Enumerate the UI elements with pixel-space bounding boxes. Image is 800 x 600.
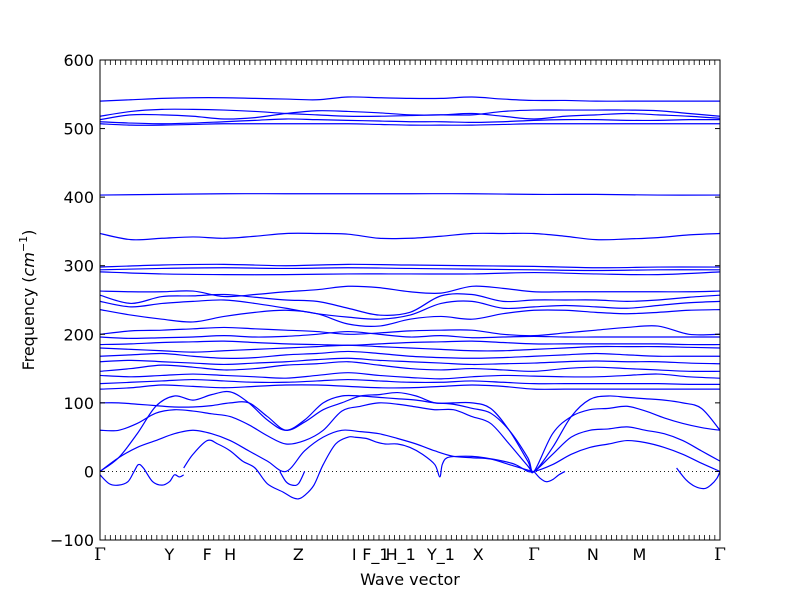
band-line-9 bbox=[99, 271, 721, 276]
band-line-4 bbox=[99, 123, 720, 126]
x-tick-label: F_1 bbox=[362, 545, 389, 565]
y-axis-title-text: Frequency bbox=[19, 288, 38, 371]
y-tick-label: 200 bbox=[63, 325, 94, 344]
band-line-32 bbox=[676, 467, 721, 490]
band-line-24 bbox=[99, 390, 721, 473]
band-line-0 bbox=[99, 96, 720, 102]
band-line-6 bbox=[99, 232, 721, 241]
band-line-18 bbox=[99, 350, 720, 359]
y-axis-title: Frequency (cm−1) bbox=[17, 230, 38, 371]
x-tick-label: X bbox=[473, 545, 484, 564]
band-line-10 bbox=[99, 285, 721, 298]
band-line-5 bbox=[99, 193, 721, 196]
band-line-12 bbox=[99, 299, 721, 320]
band-line-11 bbox=[99, 293, 721, 316]
band-line-1 bbox=[99, 108, 721, 117]
band-line-13 bbox=[99, 309, 721, 327]
band-line-26 bbox=[99, 402, 721, 473]
x-tick-label: Y bbox=[164, 545, 175, 564]
band-line-2 bbox=[99, 110, 721, 121]
x-tick-label: Z bbox=[293, 545, 304, 564]
plot-frame bbox=[99, 59, 721, 541]
y-tick-label: 100 bbox=[63, 394, 94, 413]
band-line-22 bbox=[99, 378, 721, 385]
band-line-7 bbox=[99, 263, 721, 269]
y-tick-label: −100 bbox=[50, 531, 94, 550]
band-line-23 bbox=[99, 384, 720, 390]
band-line-30 bbox=[354, 436, 535, 478]
plot-area bbox=[99, 96, 721, 500]
x-tick-label: Γ bbox=[94, 545, 106, 565]
x-axis-title: Wave vector bbox=[360, 570, 460, 589]
x-tick-label: Γ bbox=[714, 545, 726, 565]
band-line-31 bbox=[533, 470, 566, 483]
band-line-33 bbox=[279, 471, 306, 487]
y-tick-label: 600 bbox=[63, 51, 94, 70]
y-tick-label: 500 bbox=[63, 120, 94, 139]
x-tick-label: F bbox=[203, 545, 212, 564]
x-tick-label: Y_1 bbox=[426, 545, 455, 565]
band-line-27 bbox=[99, 429, 721, 473]
band-line-8 bbox=[99, 267, 721, 272]
x-tick-label: H bbox=[224, 545, 236, 564]
band-line-29 bbox=[183, 436, 355, 500]
y-axis-unit-exp: −1 bbox=[17, 236, 30, 252]
band-line-28 bbox=[99, 463, 184, 486]
band-line-19 bbox=[99, 357, 721, 366]
band-line-17 bbox=[99, 344, 721, 353]
band-line-20 bbox=[99, 361, 721, 373]
y-tick-label: 300 bbox=[63, 257, 94, 276]
band-line-21 bbox=[99, 372, 721, 380]
band-line-16 bbox=[99, 340, 721, 346]
y-tick-label: 400 bbox=[63, 188, 94, 207]
x-tick-label: N bbox=[587, 545, 599, 564]
x-tick-label: Γ bbox=[528, 545, 540, 565]
band-line-3 bbox=[99, 118, 721, 125]
band-line-15 bbox=[99, 330, 720, 340]
band-line-14 bbox=[99, 325, 721, 337]
band-line-25 bbox=[99, 391, 721, 474]
axis-ticks bbox=[99, 59, 721, 541]
x-tick-label: H_1 bbox=[386, 545, 416, 565]
axis-labels: −100 0 100 200 300 400 500 600 Γ Y F H Z I F_1H_1 Y_1 X Γ… bbox=[50, 51, 726, 565]
x-tick-label: I bbox=[352, 545, 357, 564]
y-axis-unit: cm bbox=[19, 252, 38, 276]
x-tick-label: M bbox=[632, 545, 646, 564]
y-tick-label: 0 bbox=[84, 462, 94, 481]
